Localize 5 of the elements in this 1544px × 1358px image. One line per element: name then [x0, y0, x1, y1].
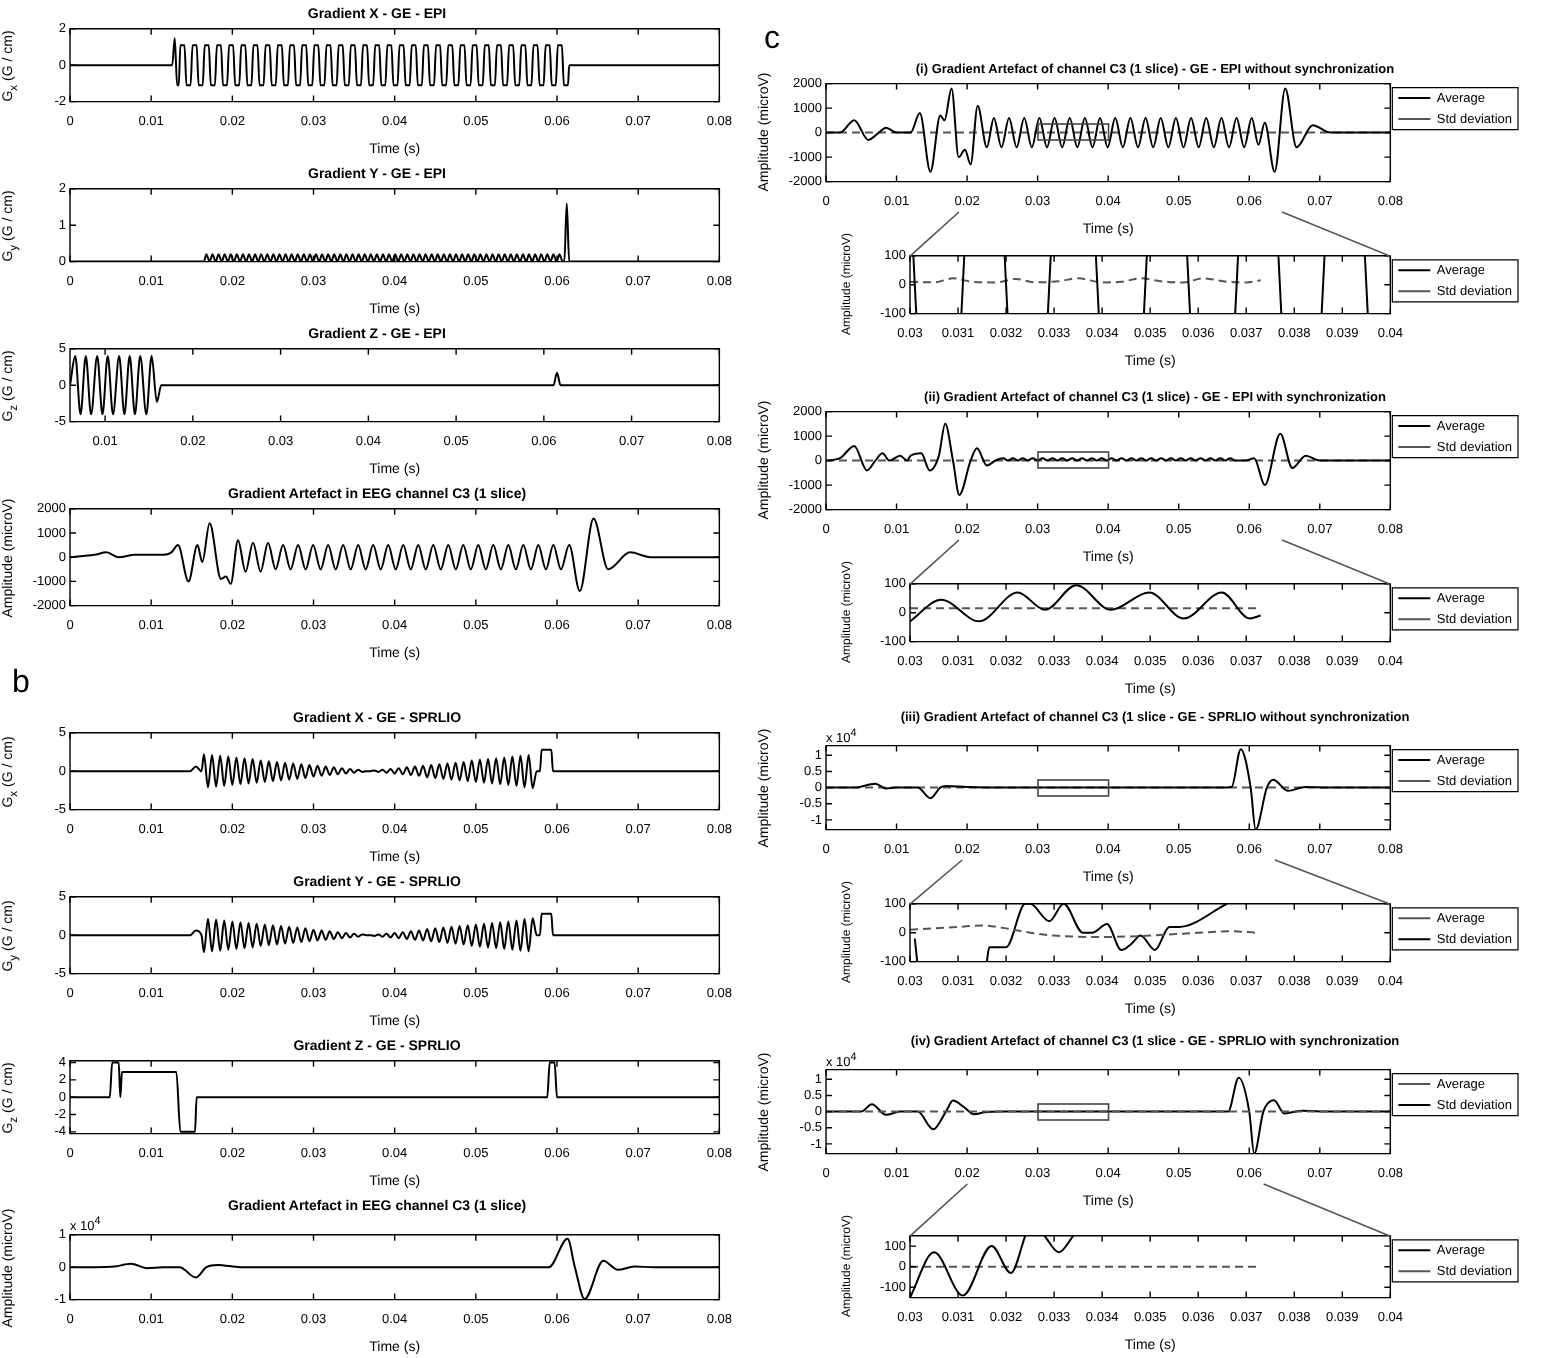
text: b	[12, 666, 30, 700]
line-series	[70, 1237, 720, 1300]
line-series	[70, 1061, 720, 1133]
text: c	[764, 22, 780, 56]
line-series	[70, 355, 720, 416]
